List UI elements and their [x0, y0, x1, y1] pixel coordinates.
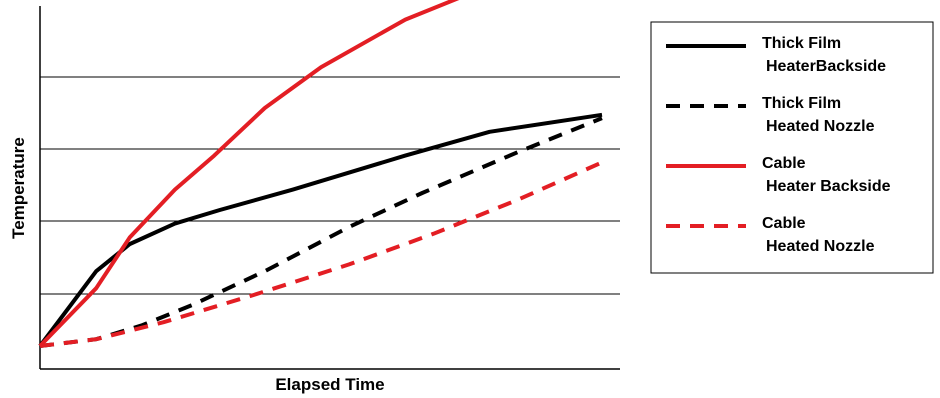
series-layer	[38, 0, 603, 348]
legend-label-3: Cable Heater Backside	[762, 155, 891, 195]
legend-label-2: Thick Film Heated Nozzle	[762, 95, 875, 135]
axes	[39, 6, 620, 370]
series-line-2	[39, 116, 603, 348]
legend-label-1: Thick Film HeaterBackside	[762, 35, 886, 75]
x-axis-label: Elapsed Time	[275, 375, 384, 394]
y-axis-label: Temperature	[9, 137, 28, 239]
series-line-3	[38, 0, 460, 348]
legend-label-4: Cable Heated Nozzle	[762, 215, 875, 255]
grid-lines	[40, 76, 620, 295]
legend: Thick Film HeaterBackside Thick Film Heated…	[650, 21, 934, 274]
series-line-4	[39, 160, 603, 348]
series-line-1	[38, 112, 603, 348]
legend-box	[650, 21, 934, 274]
